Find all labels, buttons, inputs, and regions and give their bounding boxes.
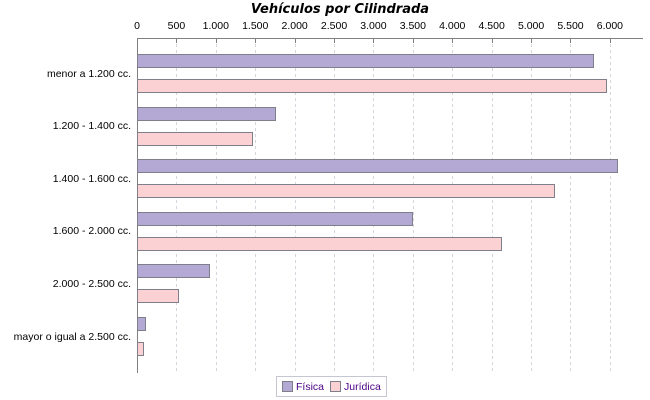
bar-juridica-0 bbox=[137, 79, 607, 93]
category-label-2: 1.400 - 1.600 cc. bbox=[52, 172, 131, 185]
x-tick-2500 bbox=[334, 39, 336, 43]
bar-juridica-3 bbox=[137, 236, 502, 251]
legend-label-fisica: Física bbox=[296, 380, 325, 393]
x-tick-label-1500: 1.500 bbox=[242, 20, 269, 32]
x-tick-3500 bbox=[412, 39, 414, 43]
gridline-4500 bbox=[491, 38, 493, 373]
x-tick-label-500: 500 bbox=[167, 20, 186, 32]
bar-fisica-3 bbox=[137, 211, 413, 226]
gridline-2500 bbox=[334, 38, 336, 373]
x-tick-label-3000: 3.000 bbox=[360, 20, 387, 32]
x-tick-label-4500: 4.500 bbox=[478, 20, 505, 32]
category-label-5: mayor o igual a 2.500 cc. bbox=[13, 330, 131, 343]
bar-juridica-1 bbox=[137, 131, 253, 146]
x-tick-label-2500: 2.500 bbox=[320, 20, 348, 32]
x-tick-0 bbox=[137, 39, 138, 43]
bar-fisica-0 bbox=[137, 54, 594, 68]
x-tick-500 bbox=[176, 39, 178, 43]
x-tick-label-4000: 4.000 bbox=[439, 20, 466, 32]
x-tick-5000 bbox=[531, 39, 533, 43]
x-tick-4000 bbox=[452, 39, 454, 43]
gridline-6000 bbox=[609, 38, 611, 373]
gridline-5500 bbox=[570, 38, 572, 373]
x-tick-1000 bbox=[215, 39, 217, 43]
bar-fisica-5 bbox=[137, 317, 146, 331]
chart-legend: Física Jurídica bbox=[276, 376, 387, 397]
y-axis-line bbox=[137, 38, 138, 373]
x-tick-label-2000: 2.000 bbox=[281, 20, 308, 32]
bar-juridica-4 bbox=[137, 289, 179, 304]
legend-item-juridica: Jurídica bbox=[330, 381, 381, 393]
x-tick-6000 bbox=[609, 39, 611, 43]
x-tick-5500 bbox=[570, 39, 572, 43]
gridline-1000 bbox=[215, 38, 217, 373]
x-tick-4500 bbox=[491, 39, 493, 43]
gridline-2000 bbox=[294, 38, 296, 373]
legend-item-fisica: Física bbox=[282, 381, 324, 393]
x-tick-label-3500: 3.500 bbox=[399, 20, 426, 32]
x-tick-2000 bbox=[294, 39, 296, 43]
bar-juridica-2 bbox=[137, 184, 555, 199]
category-label-1: 1.200 - 1.400 cc. bbox=[52, 120, 131, 133]
gridline-4000 bbox=[452, 38, 454, 373]
bar-fisica-2 bbox=[137, 159, 618, 174]
gridline-3000 bbox=[373, 38, 375, 373]
x-tick-label-0: 0 bbox=[134, 20, 140, 32]
fisica-swatch-icon bbox=[282, 381, 293, 392]
gridline-3500 bbox=[412, 38, 414, 373]
gridline-5000 bbox=[531, 38, 533, 373]
gridline-500 bbox=[176, 38, 178, 373]
bar-fisica-1 bbox=[137, 106, 276, 121]
juridica-swatch-icon bbox=[330, 381, 342, 392]
category-label-0: menor a 1.200 cc. bbox=[46, 67, 131, 80]
category-label-4: 2.000 - 2.500 cc. bbox=[52, 277, 131, 290]
x-axis-line bbox=[137, 38, 643, 39]
category-label-3: 1.600 - 2.000 cc. bbox=[52, 225, 131, 238]
chart-title: Vehículos por Cilindrada bbox=[250, 2, 430, 17]
x-tick-label-6000: 6.000 bbox=[596, 20, 624, 32]
x-tick-label-5000: 5.000 bbox=[517, 20, 545, 32]
bar-fisica-4 bbox=[137, 264, 210, 279]
x-tick-1500 bbox=[255, 39, 257, 43]
gridline-1500 bbox=[255, 38, 257, 373]
bar-juridica-5 bbox=[137, 342, 144, 356]
x-tick-3000 bbox=[373, 39, 375, 43]
legend-label-juridica: Jurídica bbox=[344, 380, 381, 393]
x-tick-label-1000: 1.000 bbox=[202, 20, 229, 32]
x-tick-label-5500: 5.500 bbox=[557, 20, 584, 32]
